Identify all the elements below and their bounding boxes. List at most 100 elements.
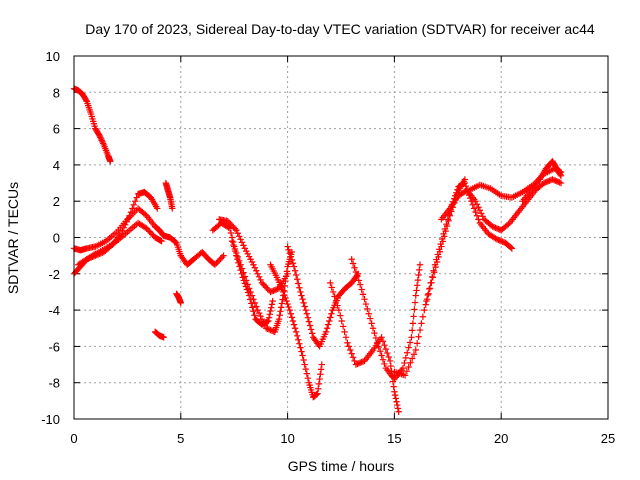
series-track-1: [70, 85, 114, 165]
data-point: [285, 246, 292, 254]
data-point: [120, 224, 128, 232]
data-point: [408, 334, 415, 341]
data-point: [323, 325, 331, 332]
data-point: [160, 334, 167, 341]
data-point: [235, 257, 243, 264]
data-point: [266, 311, 273, 318]
data-point: [291, 267, 299, 274]
data-point: [440, 230, 447, 238]
data-point: [274, 285, 281, 293]
y-tick-label: 6: [53, 122, 60, 137]
data-point: [345, 343, 353, 350]
data-point: [301, 303, 308, 310]
data-point: [557, 172, 565, 179]
series-track-13: [327, 279, 402, 415]
y-axis-label: SDTVAR / TECUs: [5, 182, 21, 294]
data-point: [227, 220, 234, 228]
data-point: [143, 225, 150, 232]
data-point: [505, 220, 512, 228]
data-point: [264, 285, 271, 293]
plot-frame: [73, 55, 609, 420]
data-point: [334, 302, 341, 309]
data-point: [288, 314, 296, 321]
data-point: [245, 285, 253, 292]
data-point: [496, 226, 503, 233]
y-tick-label: -2: [48, 267, 60, 282]
data-point: [476, 207, 484, 214]
data-point: [304, 314, 312, 321]
data-point: [264, 318, 271, 325]
data-point: [124, 215, 132, 222]
data-point: [307, 326, 315, 333]
data-point: [324, 321, 332, 328]
data-point: [268, 304, 275, 311]
data-point: [238, 265, 246, 272]
data-point: [364, 305, 371, 313]
data-point: [247, 288, 254, 296]
data-point: [347, 346, 354, 354]
data-point: [429, 274, 437, 281]
data-point: [288, 256, 296, 264]
data-point: [366, 315, 374, 322]
data-point: [413, 287, 420, 294]
y-tick-label: -8: [48, 376, 60, 391]
data-point: [261, 282, 269, 290]
data-point: [119, 227, 126, 235]
series-track-10: [228, 237, 296, 336]
y-tick-label: 10: [46, 49, 60, 64]
data-point: [315, 380, 323, 388]
data-point: [295, 280, 302, 287]
data-point: [438, 235, 446, 243]
data-point: [416, 261, 424, 268]
data-point: [328, 284, 335, 291]
data-point: [279, 296, 286, 303]
data-point: [507, 244, 515, 251]
x-tick-label: 25: [601, 431, 615, 446]
data-point: [557, 171, 564, 178]
data-point: [96, 132, 103, 140]
data-point: [473, 201, 481, 208]
data-point: [326, 317, 333, 325]
data-point: [357, 281, 364, 288]
series-track-15: [391, 176, 469, 379]
data-point: [431, 269, 438, 276]
data-point: [349, 354, 357, 361]
data-point: [282, 294, 289, 302]
x-tick-label: 5: [177, 431, 184, 446]
data-point: [317, 366, 325, 373]
data-point: [322, 328, 330, 336]
data-point: [492, 235, 499, 242]
data-point: [277, 304, 285, 311]
data-point: [498, 237, 505, 245]
series-track-17: [438, 176, 565, 234]
data-point: [327, 314, 334, 321]
data-point: [355, 360, 362, 367]
data-point: [305, 318, 313, 325]
data-point: [129, 205, 136, 212]
data-point: [260, 281, 267, 288]
data-point: [265, 314, 273, 321]
data-point: [278, 300, 286, 307]
data-point: [302, 306, 309, 314]
data-point: [292, 271, 300, 279]
data-point: [424, 291, 432, 299]
data-point: [327, 279, 334, 287]
data-point: [552, 177, 559, 184]
data-point: [317, 371, 324, 378]
data-point: [127, 208, 135, 216]
data-point: [359, 291, 367, 298]
data-point: [540, 179, 548, 187]
data-point: [130, 201, 138, 209]
data-point: [394, 401, 401, 409]
data-point: [508, 245, 516, 252]
data-point: [328, 310, 335, 317]
data-point: [335, 306, 343, 314]
data-point: [413, 340, 421, 347]
data-point: [556, 179, 563, 186]
data-point: [391, 391, 399, 399]
data-point: [285, 303, 292, 311]
data-point: [436, 246, 443, 253]
data-point: [445, 217, 452, 225]
data-points: [70, 85, 565, 415]
data-point: [283, 297, 290, 305]
